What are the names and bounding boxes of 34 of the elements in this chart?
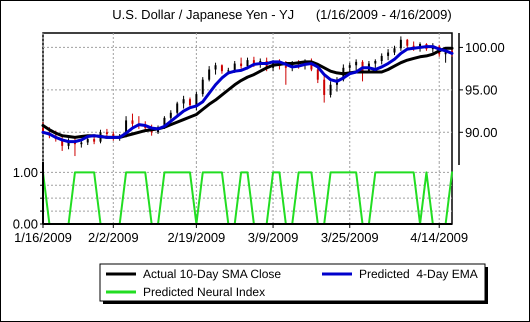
candlestick (220, 64, 223, 74)
candlestick (170, 110, 172, 121)
x-tick-label: 4/14/2009 (410, 230, 468, 245)
legend-label: Actual 10-Day SMA Close (143, 267, 282, 282)
x-tick-label: 3/25/2009 (320, 230, 379, 245)
candlestick (355, 58, 358, 71)
candlestick (387, 48, 390, 61)
y-tick-label: 90.00 (465, 124, 498, 140)
x-tick-label: 1/16/2009 (14, 230, 72, 245)
candlestick (131, 113, 134, 128)
candlestick (380, 52, 383, 65)
legend-label: Predicted 4-Day EMA (359, 267, 478, 282)
candlestick (400, 36, 402, 52)
chart-title: U.S. Dollar / Japanese Yen - YJ (1/16/2009 - 4/16/2009) (112, 7, 452, 22)
candlestick (330, 80, 332, 98)
candlestick (202, 76, 204, 98)
candlestick (348, 62, 351, 73)
x-tick-label: 2/19/2009 (167, 230, 226, 245)
candlestick (176, 101, 178, 116)
candlestick (240, 57, 242, 70)
legend-label: Predicted Neural Index (143, 285, 266, 300)
candlestick (208, 66, 210, 82)
y-tick-label: 0.00 (12, 216, 38, 232)
x-tick-label: 3/9/2009 (248, 230, 298, 245)
candlestick (393, 45, 396, 56)
candlestick (195, 91, 198, 111)
candlestick (182, 95, 185, 110)
y-tick-label: 95.00 (465, 82, 498, 98)
y-tick-label: 100.00 (465, 40, 505, 55)
candlestick (214, 62, 217, 76)
y-tick-label: 1.00 (12, 164, 38, 180)
x-tick-label: 2/2/2009 (88, 230, 139, 245)
candlestick (86, 135, 89, 146)
candlestick (323, 74, 326, 104)
